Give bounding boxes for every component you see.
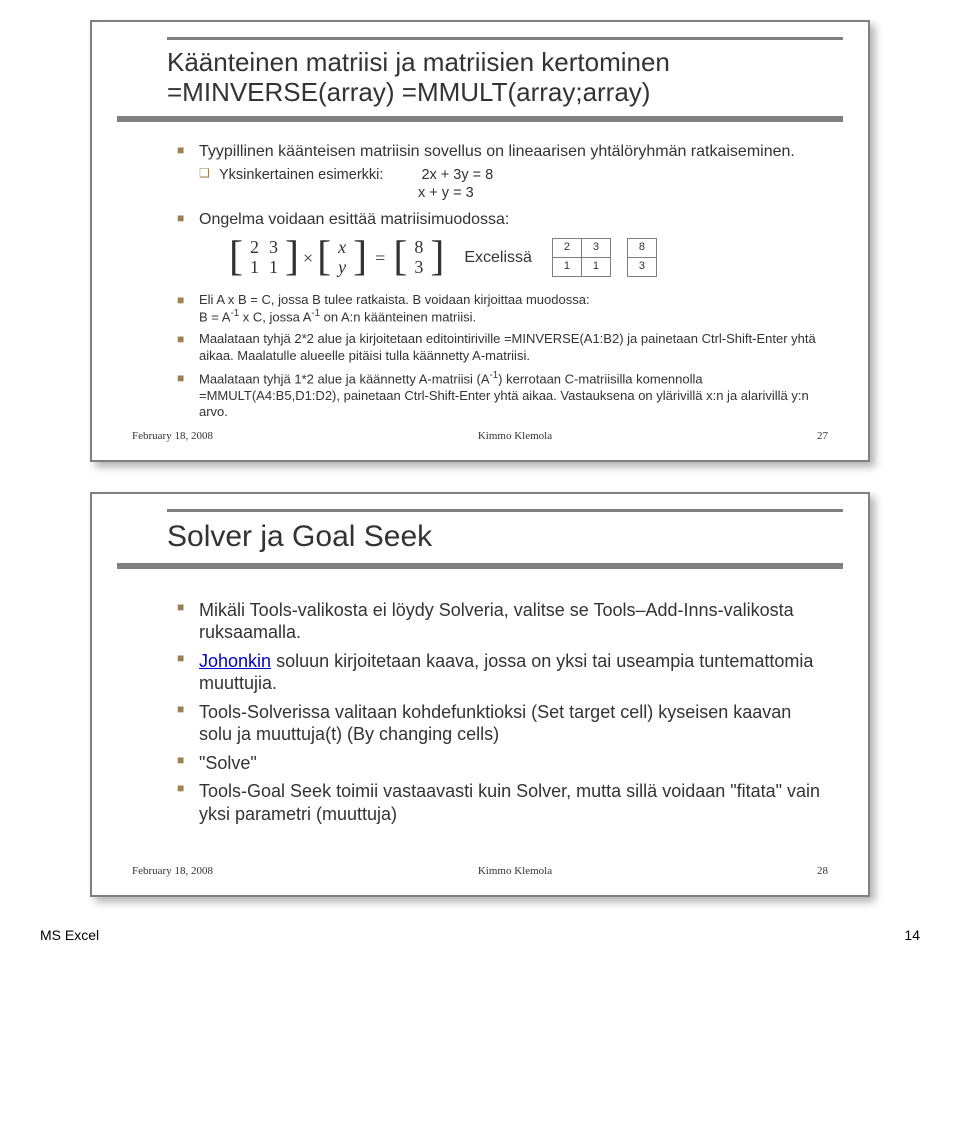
cell: 1	[247, 258, 262, 278]
excel-label: Excelissä	[464, 248, 532, 268]
title-rule-top	[167, 509, 843, 512]
bullet-5: Maalataan tyhjä 1*2 alue ja käännetty A-…	[177, 370, 823, 420]
bullet-2: Ongelma voidaan esittää matriisimuodossa…	[177, 210, 823, 278]
cell: x	[335, 238, 349, 258]
footer-date: February 18, 2008	[132, 865, 213, 877]
footer-page: 28	[817, 865, 828, 877]
equals-icon: =	[371, 247, 389, 270]
b3b-3: on A:n käänteinen matriisi.	[320, 309, 476, 324]
s2-bullet-2: Johonkin soluun kirjoitetaan kaava, joss…	[177, 650, 823, 695]
bullet-2-text: Ongelma voidaan esittää matriisimuodossa…	[199, 211, 509, 228]
sub-bullet-1: Yksinkertainen esimerkki: 2x + 3y = 8 x …	[199, 166, 823, 202]
bullet-5-a: Maalataan tyhjä 1*2 alue ja käännetty A-…	[199, 371, 490, 386]
bullet-4-text: Maalataan tyhjä 2*2 alue ja kirjoitetaan…	[199, 331, 816, 362]
footer-author: Kimmo Klemola	[478, 430, 552, 442]
slide-1-footer: February 18, 2008 Kimmo Klemola 27	[132, 430, 828, 442]
sub-list: Yksinkertainen esimerkki: 2x + 3y = 8 x …	[199, 166, 823, 202]
table-gap	[610, 258, 627, 277]
bullet-list: Tyypillinen käänteisen matriisin sovellu…	[177, 142, 823, 420]
s2-bullet-5: Tools-Goal Seek toimii vastaavasti kuin …	[177, 780, 823, 825]
bullet-1: Tyypillinen käänteisen matriisin sovellu…	[177, 142, 823, 202]
equation-1: 2x + 3y = 8	[421, 167, 493, 183]
slide-2-footer: February 18, 2008 Kimmo Klemola 28	[132, 865, 828, 877]
s2-bullet-1: Mikäli Tools-valikosta ei löydy Solveria…	[177, 599, 823, 644]
equation-2: x + y = 3	[418, 185, 474, 201]
text: Tools-Solverissa valitaan kohdefunktioks…	[199, 702, 791, 745]
table-gap	[610, 239, 627, 258]
sup: -1	[311, 308, 320, 319]
link-text[interactable]: Johonkin	[199, 651, 271, 671]
slide-1: Käänteinen matriisi ja matriisien kertom…	[90, 20, 870, 462]
cell: 3	[411, 258, 426, 278]
bracket-icon: ]	[353, 241, 367, 275]
table-cell: 3	[627, 258, 656, 277]
title-line-1: Käänteinen matriisi ja matriisien kertom…	[167, 47, 670, 77]
page-footer: MS Excel 14	[20, 927, 940, 943]
page-footer-right: 14	[904, 927, 920, 943]
bracket-icon: ]	[430, 241, 444, 275]
slide-1-content: Tyypillinen käänteisen matriisin sovellu…	[177, 142, 823, 420]
bracket-icon: [	[229, 241, 243, 275]
table-cell: 8	[627, 239, 656, 258]
matrix-a-col2: 31	[266, 238, 281, 278]
table-cell: 3	[581, 239, 610, 258]
sup: -1	[490, 370, 499, 381]
bracket-icon: [	[317, 241, 331, 275]
bullet-4: Maalataan tyhjä 2*2 alue ja kirjoitetaan…	[177, 331, 823, 364]
bullet-3: Eli A x B = C, jossa B tulee ratkaista. …	[177, 292, 823, 326]
title-rule-bottom	[117, 563, 843, 569]
slide-1-inner: Käänteinen matriisi ja matriisien kertom…	[92, 22, 868, 460]
matrix-c: 83	[411, 238, 426, 278]
table-cell: 1	[581, 258, 610, 277]
footer-author: Kimmo Klemola	[478, 865, 552, 877]
slide-2: Solver ja Goal Seek Mikäli Tools-valikos…	[90, 492, 870, 897]
cell: y	[335, 258, 349, 278]
bracket-icon: [	[393, 241, 407, 275]
slide-2-inner: Solver ja Goal Seek Mikäli Tools-valikos…	[92, 494, 868, 895]
footer-date: February 18, 2008	[132, 430, 213, 442]
b3b-1: B = A	[199, 309, 230, 324]
table-cell: 2	[552, 239, 581, 258]
title-line-2: =MINVERSE(array) =MMULT(array;array)	[167, 77, 650, 107]
slide-2-title: Solver ja Goal Seek	[167, 520, 843, 555]
text: Tools-Goal Seek toimii vastaavasti kuin …	[199, 781, 820, 824]
bullet-list-2: Mikäli Tools-valikosta ei löydy Solveria…	[177, 599, 823, 826]
cell: 3	[266, 238, 281, 258]
title-rule-bottom	[117, 116, 843, 122]
s2-bullet-4: "Solve"	[177, 752, 823, 775]
cell: 2	[247, 238, 262, 258]
table-cell: 1	[552, 258, 581, 277]
matrix-b: xy	[335, 238, 349, 278]
footer-page: 27	[817, 430, 828, 442]
s2-bullet-3: Tools-Solverissa valitaan kohdefunktioks…	[177, 701, 823, 746]
page-footer-left: MS Excel	[40, 927, 99, 943]
matrix-row: [ 21 31 ] × [ xy ] = [ 83	[229, 238, 823, 278]
cell: 8	[411, 238, 426, 258]
slide-1-title: Käänteinen matriisi ja matriisien kertom…	[167, 48, 843, 108]
bullet-1-text: Tyypillinen käänteisen matriisin sovellu…	[199, 143, 795, 160]
text: "Solve"	[199, 753, 257, 773]
sup: -1	[230, 308, 239, 319]
table-row: 1 1 3	[552, 258, 656, 277]
bullet-3-text: Eli A x B = C, jossa B tulee ratkaista. …	[199, 292, 590, 307]
bracket-icon: ]	[285, 241, 299, 275]
table-row: 2 3 8	[552, 239, 656, 258]
matrix-equation: [ 21 31 ] × [ xy ] = [ 83	[229, 238, 444, 278]
b3b-2: x C, jossa A	[239, 309, 311, 324]
matrix-a-col1: 21	[247, 238, 262, 278]
excel-table: 2 3 8 1 1 3	[552, 238, 657, 277]
text: Mikäli Tools-valikosta ei löydy Solveria…	[199, 600, 794, 643]
page-container: Käänteinen matriisi ja matriisien kertom…	[0, 0, 960, 973]
slide-2-content: Mikäli Tools-valikosta ei löydy Solveria…	[177, 599, 823, 826]
sub-bullet-1-label: Yksinkertainen esimerkki:	[219, 167, 383, 183]
cell: 1	[266, 258, 281, 278]
title-rule-top	[167, 37, 843, 40]
text: soluun kirjoitetaan kaava, jossa on yksi…	[199, 651, 813, 694]
times-icon: ×	[303, 247, 313, 270]
